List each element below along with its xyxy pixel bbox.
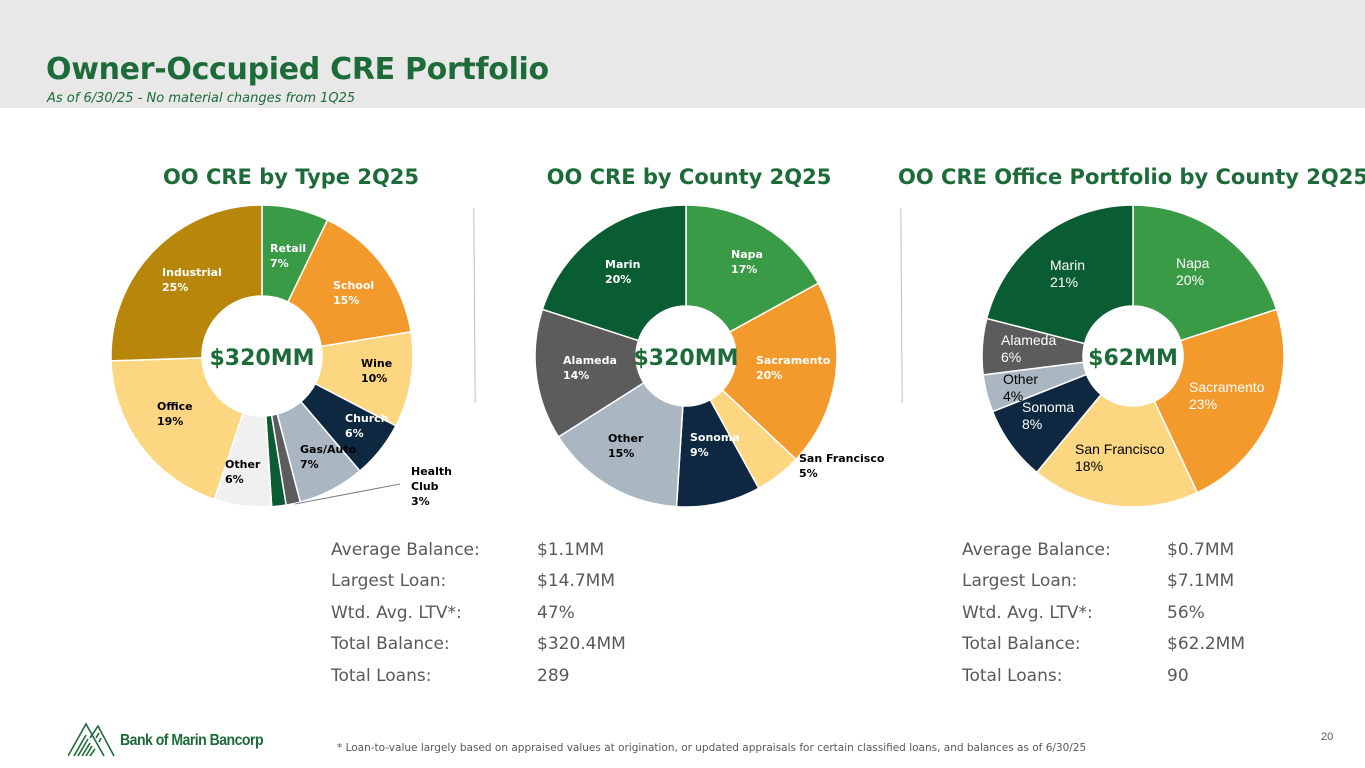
slice-label: Other 4%: [1003, 371, 1038, 404]
stat-label: Wtd. Avg. LTV*:: [331, 603, 462, 623]
stat-label: Wtd. Avg. LTV*:: [962, 603, 1093, 623]
slice-label: Industrial 25%: [162, 266, 222, 294]
slice-label: School 15%: [333, 279, 374, 307]
pie-slice-office: [110, 357, 245, 501]
stat-value: $0.7MM: [1167, 540, 1235, 560]
slice-label: Office 19%: [157, 400, 193, 428]
slice-label: Other 15%: [608, 432, 644, 460]
chart-title-type: OO CRE by Type 2Q25: [162, 165, 420, 189]
page-title: Owner-Occupied CRE Portfolio: [46, 52, 549, 87]
pie-slice-marin: [541, 204, 687, 342]
slice-label: Napa 17%: [731, 248, 763, 276]
pie-slice-school: [287, 218, 412, 348]
page-number: 20: [1321, 731, 1334, 743]
pie-slice-napa: [685, 204, 820, 333]
slice-label: Health Club 3%: [411, 465, 452, 508]
pie-slice-san-francisco: [1035, 393, 1199, 508]
stat-label: Total Loans:: [962, 666, 1063, 686]
center-total-label: $320MM: [209, 346, 314, 371]
stat-value: 47%: [537, 603, 575, 623]
slice-label: San Francisco 5%: [799, 452, 885, 480]
slice-label: Sonoma 8%: [1022, 399, 1074, 432]
pie-slice-alameda: [534, 308, 645, 438]
slice-label: Gas/Auto 7%: [300, 443, 357, 471]
stat-value: $320.4MM: [537, 634, 626, 654]
pie-slice-other: [557, 381, 684, 508]
slice-label: Alameda 6%: [1001, 332, 1056, 365]
stat-label: Largest Loan:: [962, 571, 1078, 591]
pie-slice-industrial: [110, 204, 263, 362]
donut-chart-1: Napa 17% Sacramento 20% San Francisco 5% Sonom…: [534, 204, 885, 508]
logo-text: Bank of Marin Bancorp: [120, 732, 264, 749]
pie-slice-napa: [1132, 204, 1278, 342]
slice-label: Marin 20%: [605, 258, 640, 286]
slice-label: Marin 21%: [1050, 257, 1085, 290]
stat-value: $14.7MM: [537, 571, 616, 591]
slice-label: Sacramento 20%: [756, 354, 831, 382]
stat-label: Total Balance:: [962, 634, 1081, 654]
stat-value: 56%: [1167, 603, 1205, 623]
pie-slice-sacramento: [721, 282, 838, 461]
stat-label: Total Loans:: [331, 666, 432, 686]
pie-slice-marin: [985, 204, 1134, 345]
donut-chart-0: Retail 7% School 15% Wine 10% Church 6% Gas/Auto…: [110, 204, 452, 508]
company-logo: Bank of Marin Bancorp: [67, 718, 288, 758]
chart-title-county: OO CRE by County 2Q25: [546, 165, 832, 189]
stat-label: Largest Loan:: [331, 571, 447, 591]
slice-label: San Francisco 18%: [1075, 441, 1165, 474]
slice-label: Napa 20%: [1176, 255, 1210, 288]
donut-chart-2: Napa 20% Sacramento 23% San Francisco 18%Sono…: [981, 204, 1285, 508]
leader-line: [294, 483, 401, 505]
slice-label: Retail 7%: [270, 242, 306, 270]
chart-title-office-county: OO CRE Office Portfolio by County 2Q25: [898, 165, 1365, 189]
stat-value: $62.2MM: [1167, 634, 1246, 654]
slice-label: Wine 10%: [361, 357, 392, 385]
stat-label: Average Balance:: [962, 540, 1111, 560]
slice-label: Sacramento 23%: [1189, 379, 1265, 412]
page-subtitle: As of 6/30/25 - No material changes from…: [47, 91, 356, 106]
slice-label: Church 6%: [345, 412, 389, 440]
slice-label: Sonoma 9%: [690, 431, 740, 459]
stat-value: $1.1MM: [537, 540, 605, 560]
slice-label: Alameda 14%: [563, 354, 617, 382]
footnote: * Loan-to-value largely based on apprais…: [337, 742, 1087, 754]
center-total-label: $62MM: [1088, 346, 1178, 371]
slice-label: Other 6%: [225, 458, 261, 486]
stat-value: 289: [537, 666, 570, 686]
stat-value: $7.1MM: [1167, 571, 1235, 591]
logo-mountain-icon: [67, 722, 115, 757]
center-total-label: $320MM: [633, 346, 738, 371]
stat-label: Total Balance:: [331, 634, 450, 654]
pie-slice-sacramento: [1153, 308, 1285, 494]
stat-value: 90: [1167, 666, 1189, 686]
stat-label: Average Balance:: [331, 540, 480, 560]
header-band: [0, 0, 1365, 108]
